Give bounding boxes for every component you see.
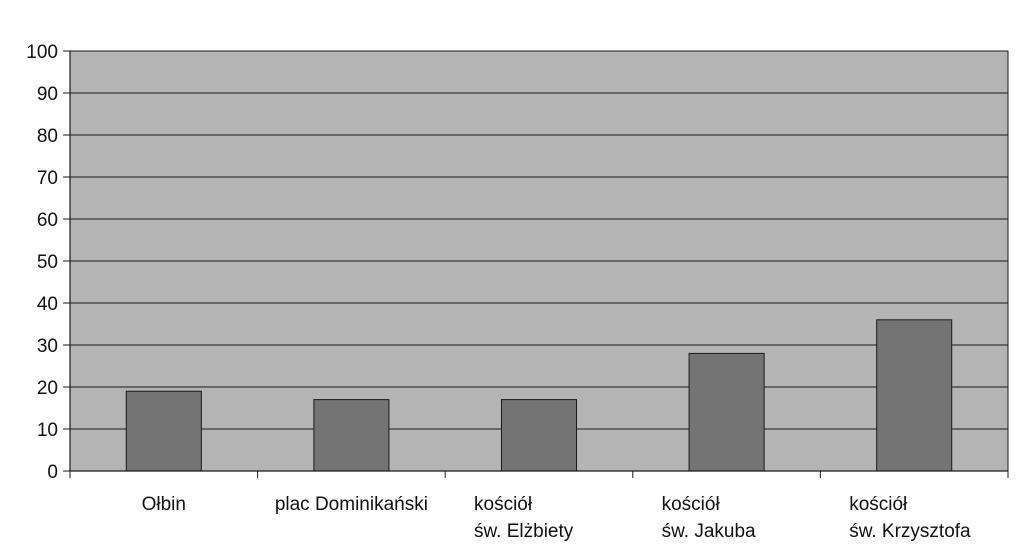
x-category-label: kościół (474, 494, 533, 515)
y-tick-label: 80 (37, 126, 58, 147)
y-tick-label: 30 (37, 336, 58, 357)
y-tick-label: 40 (37, 294, 58, 315)
y-tick-label: 90 (37, 84, 58, 105)
y-tick-label: 60 (37, 210, 58, 231)
bar (500, 399, 578, 472)
y-tick-label: 10 (37, 420, 58, 441)
y-tick-label: 100 (26, 42, 58, 63)
y-tick-label: 0 (47, 462, 58, 483)
x-category-label: kościół (662, 494, 721, 515)
y-tick-labels: 0 10 20 30 40 50 60 70 80 90 100 (26, 42, 70, 483)
bar (688, 352, 765, 472)
bar (313, 399, 390, 472)
y-tick-label: 20 (37, 378, 58, 399)
x-category-label: św. Jakuba (662, 521, 756, 542)
x-category-label: Ołbin (142, 494, 186, 515)
x-category-label: plac Dominikański (275, 494, 428, 515)
x-category-label: św. Krzysztofa (849, 521, 971, 542)
bar (125, 390, 202, 472)
y-tick-label: 50 (37, 252, 58, 273)
y-tick-label: 70 (37, 168, 58, 189)
x-category-label: św. Elżbiety (474, 521, 574, 542)
x-category-label: kościół (849, 494, 908, 515)
x-category-labels: Ołbin plac Dominikański kościół św. Elżbiet… (142, 494, 971, 542)
gridlines (70, 50, 1008, 430)
bar (876, 319, 953, 472)
